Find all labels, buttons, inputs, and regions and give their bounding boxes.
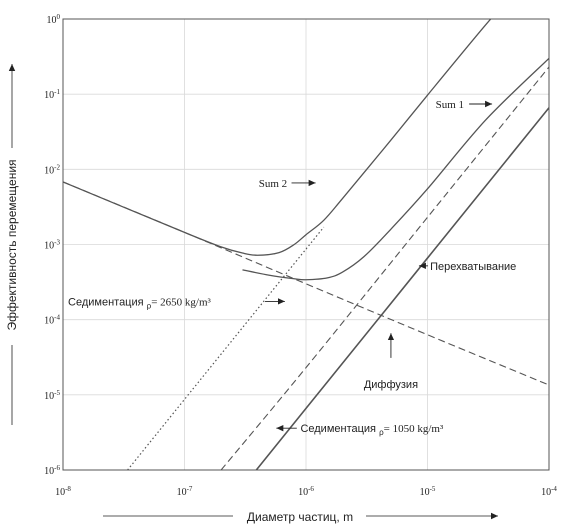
annotation-interception: Перехватывание: [430, 261, 516, 273]
annotation-sum2: Sum 2: [259, 178, 287, 190]
y-tick-label: 10-5: [44, 389, 60, 402]
y-tick-label: 100: [47, 13, 61, 26]
x-tick-label: 10-7: [177, 485, 193, 498]
x-axis-title: Диаметр частиц, m: [247, 510, 353, 524]
annotation-sum1: Sum 1: [436, 99, 464, 111]
y-tick-label: 10-3: [44, 239, 60, 252]
x-tick-label: 10-5: [420, 485, 436, 498]
x-tick-label: 10-4: [541, 485, 557, 498]
y-axis-title: Эффективность перемещения: [5, 159, 19, 330]
y-tick-label: 10-1: [44, 88, 60, 101]
annotation-sed1050: Седиментация ρ= 1050 kg/m³: [300, 423, 444, 437]
annotation-sed2650: Седиментация ρ= 2650 kg/m³: [68, 296, 212, 310]
series-line-sum1: [242, 57, 549, 281]
x-tick-label: 10-6: [298, 485, 314, 498]
plot-frame: [62, 18, 550, 471]
y-tick-label: 10-4: [44, 314, 60, 327]
series-line-interception: [255, 107, 549, 470]
annotations: Sum 1 Sum 2 Перехватывание Диффузия Седимент…: [68, 99, 516, 437]
series-line-sum2: [63, 19, 492, 256]
x-tick-label: 10-8: [55, 485, 71, 498]
tick-labels: 10-8 10-7 10-6 10-5 10-4 100 10-1 10-2 10-3 10-4 1…: [44, 13, 557, 498]
series-group: [63, 19, 549, 470]
series-line-sed2650: [127, 226, 325, 470]
annotation-diffusion: Диффузия: [364, 379, 418, 391]
grid: [62, 18, 550, 471]
y-tick-label: 10-2: [44, 163, 60, 176]
y-tick-label: 10-6: [44, 464, 60, 477]
